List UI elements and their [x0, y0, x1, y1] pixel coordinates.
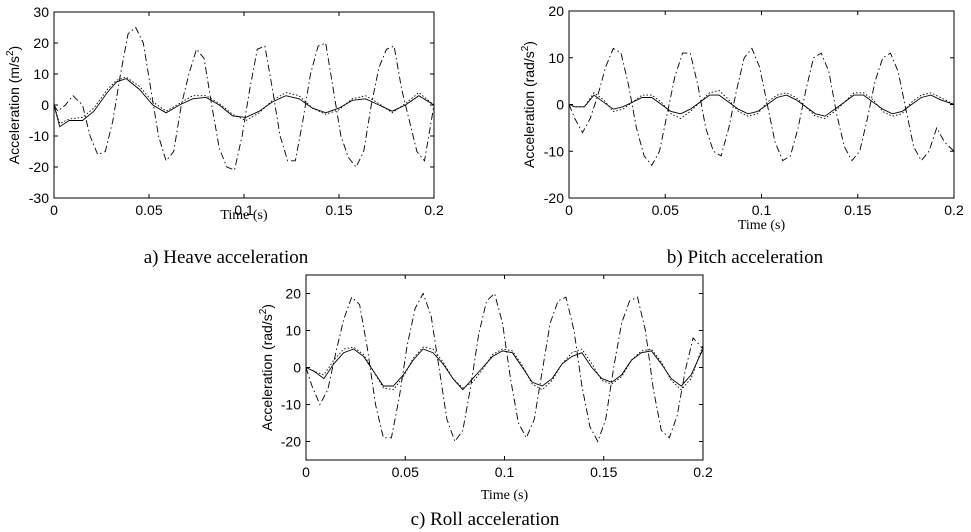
y-tick-label: 20 [548, 3, 564, 19]
series-line-dashdot [306, 292, 703, 443]
y-axis-label: Acceleration (rad/s2) [520, 41, 537, 168]
y-tick-label: 10 [33, 66, 49, 82]
plot-frame [53, 11, 435, 199]
x-tick-label: 0.1 [752, 202, 772, 218]
x-tick-label: 0.05 [392, 464, 419, 480]
series-line-dotted [569, 90, 954, 120]
x-tick-label: 0 [50, 202, 58, 218]
x-tick-label: 0 [302, 464, 310, 480]
y-tick-label: 20 [33, 35, 49, 51]
series-line-dotted [306, 345, 703, 391]
chart-2: 0 0.05 0.1 0.15 0.2 -20 -10 0 10 20 Time (s) Accele… [258, 274, 713, 530]
x-tick-label: 0.2 [944, 202, 964, 218]
y-tick-label: 10 [548, 50, 564, 66]
y-tick-label: -30 [29, 190, 49, 206]
plot-frame [305, 274, 704, 461]
x-tick-label: 0.15 [844, 202, 871, 218]
y-tick-label: 0 [293, 360, 301, 376]
x-tick-label: 0.15 [590, 464, 617, 480]
chart-caption: c) Roll acceleration [411, 509, 560, 530]
y-tick-label: -10 [544, 143, 564, 159]
x-tick-label: 0 [565, 202, 573, 218]
series-line-dashdot [569, 47, 954, 167]
series-line-solid [306, 348, 703, 391]
chart-0: 0 0.05 0.1 0.15 0.2 -30 -20 -10 0 10 20 30 Time (s) A… [5, 4, 444, 268]
x-tick-label: 0.2 [693, 464, 713, 480]
x-tick-label: 0.2 [424, 202, 444, 218]
y-tick-label: 30 [33, 4, 49, 20]
chart-caption: b) Pitch acceleration [667, 247, 824, 268]
series-line-solid [569, 94, 954, 117]
series-line-dashdot [54, 26, 434, 171]
x-tick-label: 0.05 [652, 202, 679, 218]
x-tick-label: 0.1 [495, 464, 515, 480]
y-tick-label: 10 [285, 323, 301, 339]
x-axis-label: Time (s) [220, 208, 268, 223]
y-tick-label: -20 [281, 434, 301, 450]
y-axis-label: Acceleration (m/s2) [5, 46, 22, 164]
y-tick-label: 0 [41, 97, 49, 113]
x-axis-label: Time (s) [481, 488, 529, 503]
y-tick-label: 20 [285, 286, 301, 302]
x-axis-label: Time (s) [738, 218, 786, 233]
x-tick-label: 0.15 [325, 202, 352, 218]
series-line-solid [54, 78, 434, 128]
x-tick-label: 0.1 [234, 202, 254, 218]
x-tick-label: 0.05 [135, 202, 162, 218]
y-tick-label: -20 [544, 190, 564, 206]
y-tick-label: 0 [556, 97, 564, 113]
y-axis-label: Acceleration (rad/s2) [258, 304, 275, 431]
chart-1: 0 0.05 0.1 0.15 0.2 -20 -10 0 10 20 Time (s) Accele… [520, 3, 964, 268]
chart-caption: a) Heave acceleration [144, 247, 309, 268]
series-line-dotted [54, 76, 434, 125]
y-tick-label: -10 [29, 128, 49, 144]
y-tick-label: -20 [29, 159, 49, 175]
y-tick-label: -10 [281, 397, 301, 413]
